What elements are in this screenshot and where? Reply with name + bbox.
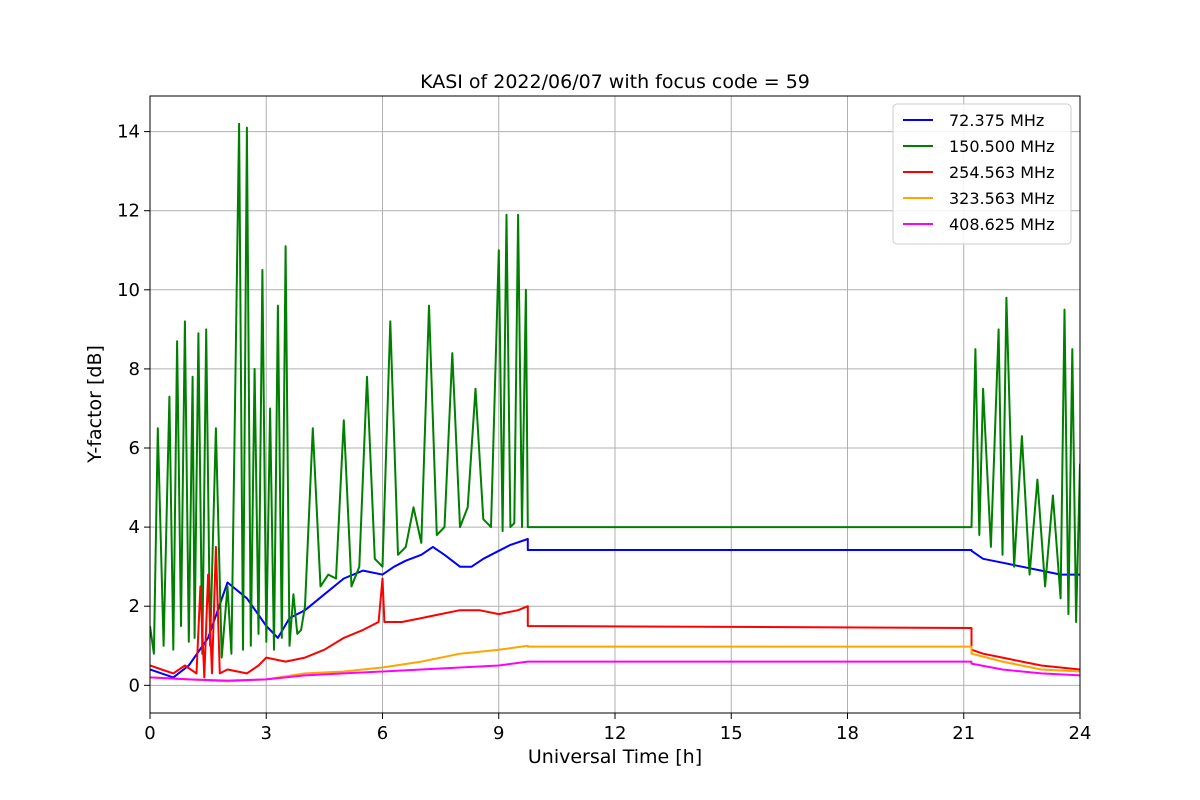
series-line [150,545,1080,679]
legend-box [892,103,1072,245]
y-tick-label: 8 [129,359,140,380]
x-tick-label: 3 [261,723,272,744]
y-tick-label: 14 [117,122,140,143]
legend: 72.375 MHz 150.500 MHz 254.563 MHz 323.563 … [892,103,1072,245]
x-axis-label: Universal Time [h] [528,746,702,768]
y-axis: 0 2 4 6 8 10 12 14 [117,122,150,696]
x-tick-label: 9 [493,723,504,744]
y-tick-label: 12 [117,201,140,222]
x-tick-label: 12 [604,723,627,744]
x-tick-label: 0 [144,723,155,744]
y-axis-label: Y-factor [dB] [84,345,106,464]
legend-entry: 323.563 MHz [949,189,1054,208]
x-tick-label: 6 [377,723,388,744]
y-tick-label: 2 [129,596,140,617]
series-layer [150,122,1080,683]
x-tick-label: 24 [1069,723,1092,744]
x-tick-label: 15 [720,723,743,744]
legend-entry: 408.625 MHz [949,215,1054,234]
y-tick-label: 0 [129,675,140,696]
y-tick-label: 6 [129,438,140,459]
legend-entry: 150.500 MHz [949,137,1054,156]
x-axis: 0 3 6 9 12 15 18 21 24 [144,713,1091,744]
legend-entry: 72.375 MHz [949,111,1044,130]
y-tick-label: 4 [129,517,140,538]
legend-entry: 254.563 MHz [949,163,1054,182]
x-tick-label: 21 [952,723,975,744]
x-tick-label: 18 [836,723,859,744]
chart-title: KASI of 2022/06/07 with focus code = 59 [420,71,810,93]
series-line [150,660,1080,682]
y-tick-label: 10 [117,280,140,301]
series-line [150,538,1080,679]
